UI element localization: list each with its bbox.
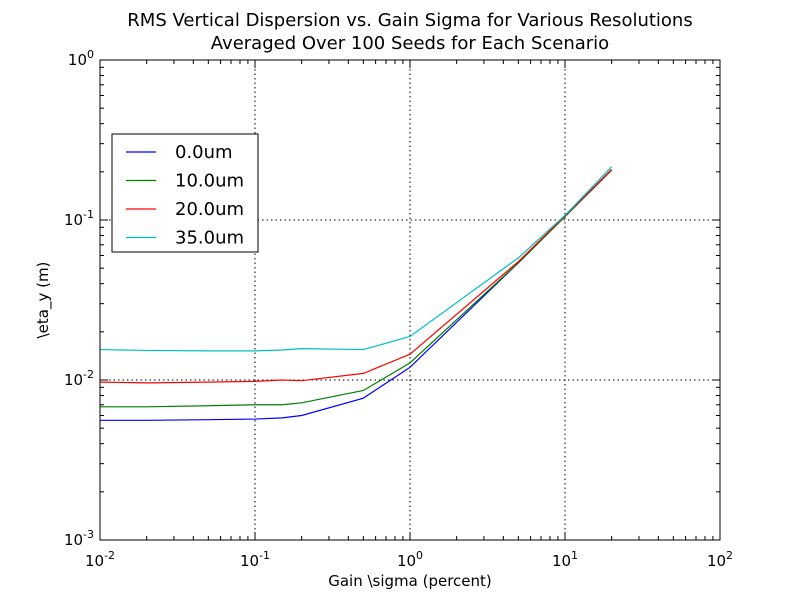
y-tick-label: 10-2 <box>64 368 94 389</box>
grid-lines <box>100 60 720 540</box>
series-line-20.0um <box>99 169 613 384</box>
y-tick-label: 100 <box>68 48 94 69</box>
legend: 0.0um 10.0um 20.0um 35.0um <box>111 133 259 253</box>
legend-label: 0.0um <box>175 142 233 163</box>
series-line-10.0um <box>100 169 613 408</box>
y-tick-label: 10-3 <box>64 528 94 549</box>
series-line-35.0um <box>99 166 613 352</box>
chart-subtitle: Averaged Over 100 Seeds for Each Scenari… <box>211 33 609 54</box>
legend-label: 20.0um <box>175 199 244 220</box>
chart-title: RMS Vertical Dispersion vs. Gain Sigma f… <box>127 10 692 31</box>
series-lines <box>99 166 613 421</box>
x-tick-label: 10-2 <box>85 549 115 570</box>
x-axis-label: Gain \sigma (percent) <box>328 572 492 590</box>
legend-frame <box>111 133 259 253</box>
y-tick-label: 10-1 <box>64 208 94 229</box>
y-axis-label: \eta_y (m) <box>34 262 53 339</box>
legend-label: 35.0um <box>175 228 244 249</box>
x-tick-label: 10-1 <box>240 549 270 570</box>
x-tick-label: 100 <box>397 549 423 570</box>
x-tick-label: 102 <box>707 549 733 570</box>
x-tick-label: 101 <box>552 549 578 570</box>
legend-label: 10.0um <box>175 171 244 192</box>
